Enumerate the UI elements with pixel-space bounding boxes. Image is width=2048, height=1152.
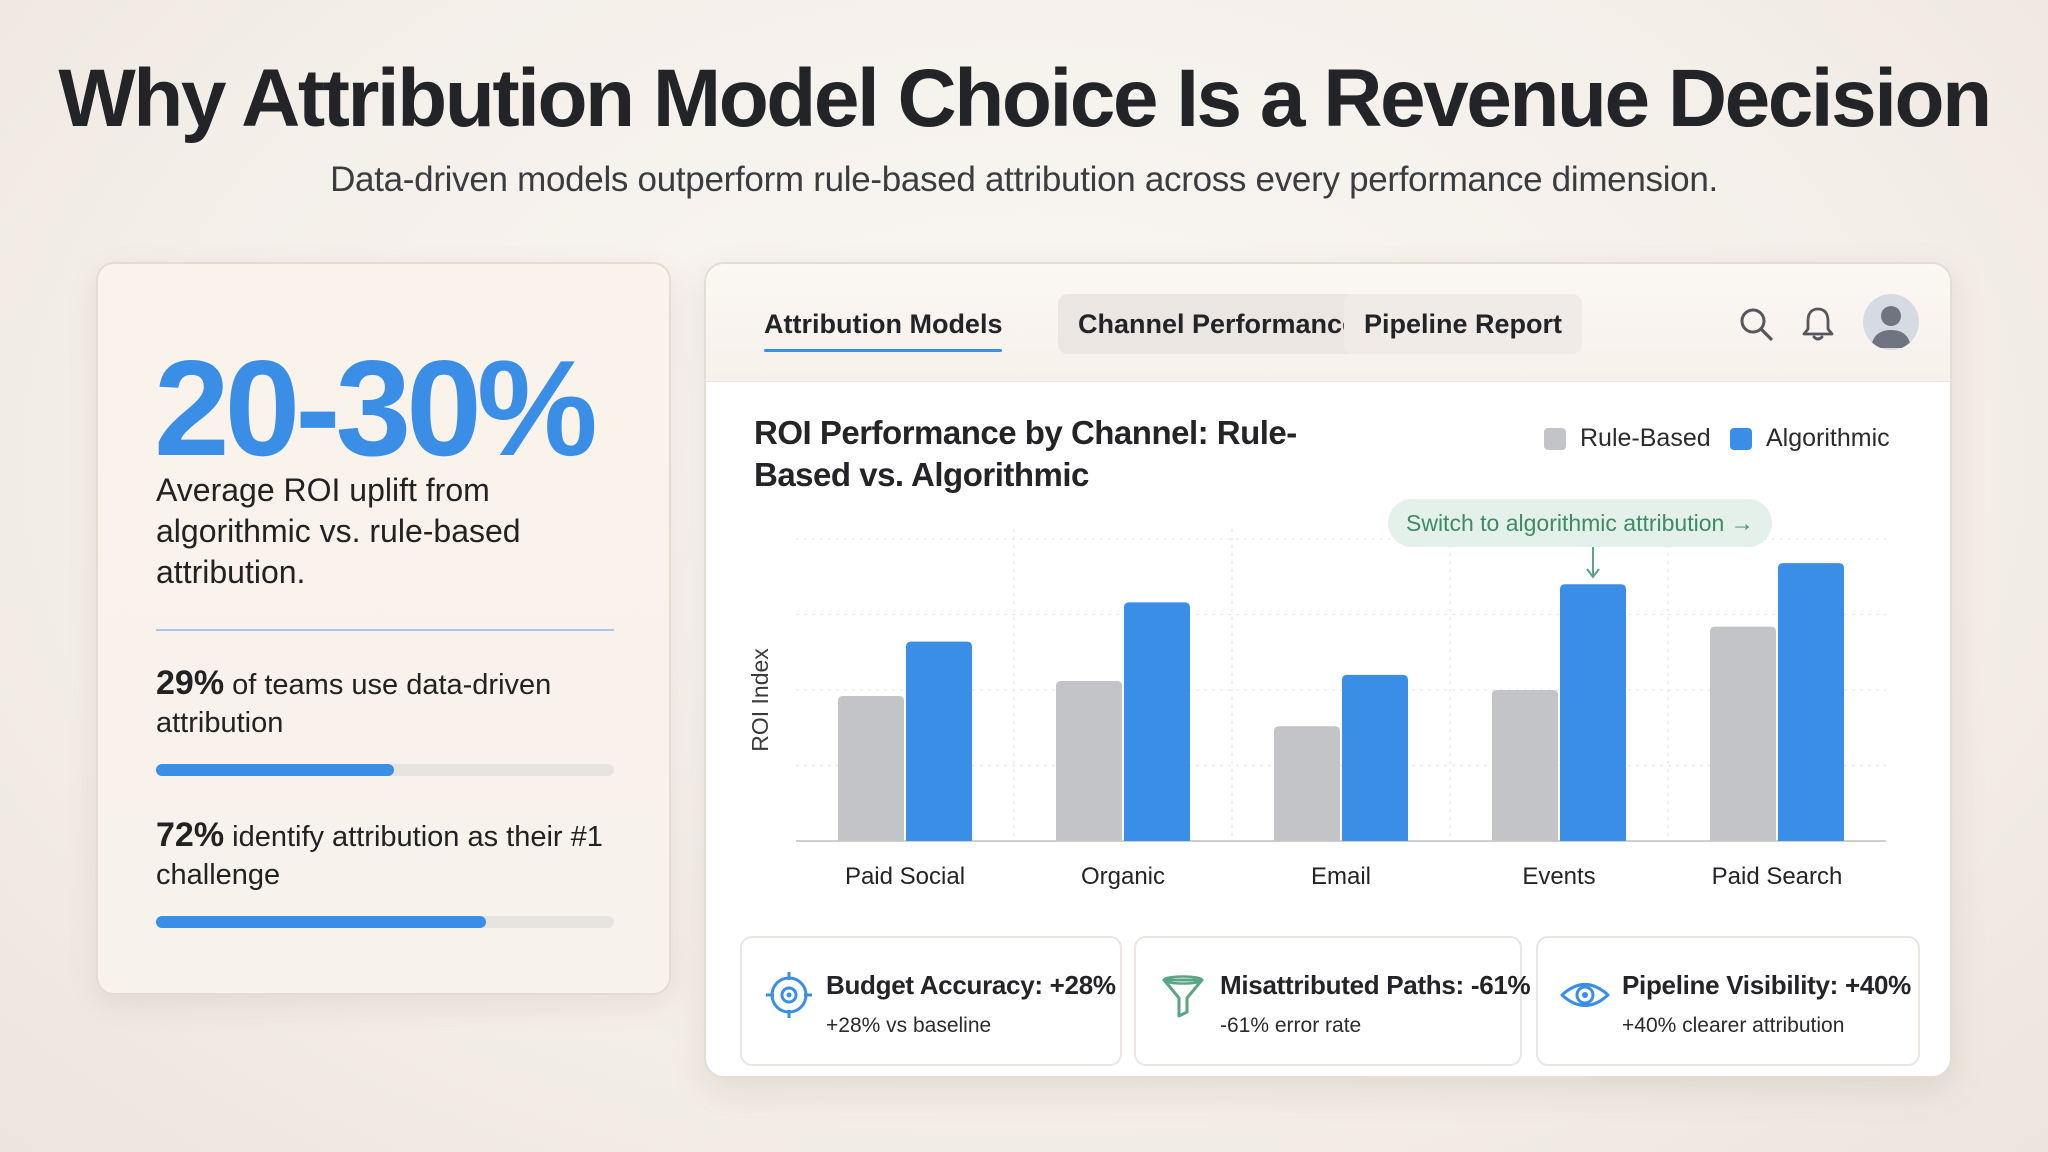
bell-icon[interactable]	[1798, 304, 1838, 344]
stat-percent: 72%	[156, 816, 225, 854]
progress-fill	[156, 916, 486, 928]
bar-algorithmic-organic	[1124, 602, 1190, 841]
metric-pipeline-visibility: Pipeline Visibility: +40% +40% clearer a…	[1536, 936, 1920, 1066]
x-tick-label: Organic	[1081, 863, 1165, 890]
avatar[interactable]	[1863, 294, 1919, 350]
metric-misattributed-paths: Misattributed Paths: -61% -61% error rat…	[1134, 936, 1531, 1066]
bar-algorithmic-paid-search	[1778, 563, 1844, 841]
stat-text: 29% of teams use data-driven attribution	[156, 664, 614, 742]
metric-subtitle: -61% error rate	[1220, 1014, 1362, 1037]
y-axis-label: ROI Index	[747, 648, 773, 752]
tab-attribution-models[interactable]: Attribution Models	[744, 294, 1022, 354]
x-tick-label: Email	[1311, 863, 1371, 890]
x-tick-label: Paid Search	[1712, 863, 1843, 890]
stat-text: 72% identify attribution as their #1 cha…	[156, 816, 614, 894]
stat-top-challenge: 72% identify attribution as their #1 cha…	[156, 816, 614, 928]
chart-title: ROI Performance by Channel: Rule-Based v…	[754, 414, 1297, 493]
bar-algorithmic-email	[1342, 674, 1408, 841]
big-stat-description: Average ROI uplift from algorithmic vs. …	[156, 472, 521, 590]
progress-track	[156, 764, 614, 776]
roi-bar-chart: ROI Index Paid Social Organic Email Events Pa…	[747, 529, 1886, 890]
annotation-arrowhead	[1586, 568, 1600, 579]
metric-title: Misattributed Paths: -61%	[1220, 970, 1531, 1000]
progress-fill	[156, 764, 395, 776]
legend-algorithmic: Algorithmic	[1730, 424, 1890, 453]
bar-algorithmic-paid-social	[906, 641, 972, 841]
switch-to-algorithmic-button[interactable]: Switch to algorithmic attribution →	[1388, 499, 1772, 547]
stat-data-driven: 29% of teams use data-driven attribution	[156, 664, 614, 776]
bar-rule-based-organic	[1056, 680, 1122, 841]
active-tab-underline	[764, 349, 1003, 352]
divider	[156, 629, 614, 631]
legend-swatch	[1544, 427, 1566, 450]
page-title: Why Attribution Model Choice Is a Revenu…	[58, 53, 1992, 144]
progress-track	[156, 916, 614, 928]
stat-percent: 29%	[156, 664, 225, 702]
eye-icon	[1560, 983, 1610, 1007]
legend-rule-based: Rule-Based	[1544, 424, 1711, 453]
funnel-icon	[1162, 975, 1204, 1018]
stat-description: identify attribution as their #1 challen…	[156, 821, 603, 891]
x-tick-label: Events	[1522, 863, 1595, 890]
bar-rule-based-events	[1492, 690, 1558, 841]
user-avatar-icon	[1871, 306, 1911, 348]
page-subtitle: Data-driven models outperform rule-based…	[330, 160, 1718, 199]
metric-budget-accuracy: Budget Accuracy: +28% +28% vs baseline	[740, 936, 1122, 1066]
tab-label: Pipeline Report	[1364, 309, 1563, 339]
bar-rule-based-paid-social	[838, 696, 904, 841]
x-tick-label: Paid Social	[845, 863, 965, 890]
metric-title: Budget Accuracy: +28%	[826, 970, 1116, 1000]
legend-label: Rule-Based	[1580, 424, 1711, 452]
bar-algorithmic-events	[1560, 584, 1626, 841]
roi-uplift-card: 20-30% Average ROI uplift from algorithm…	[96, 262, 671, 995]
dashboard-panel: Attribution Models Channel Performance P…	[704, 262, 1952, 1078]
bar-rule-based-paid-search	[1710, 626, 1776, 841]
search-icon[interactable]	[1736, 304, 1776, 344]
metric-subtitle: +28% vs baseline	[826, 1014, 992, 1037]
tab-label: Channel Performance	[1078, 309, 1358, 339]
tab-channel-performance[interactable]: Channel Performance	[1058, 294, 1378, 354]
tab-label: Attribution Models	[764, 309, 1003, 339]
big-stat-value: 20-30%	[154, 332, 598, 484]
metric-subtitle: +40% clearer attribution	[1622, 1014, 1845, 1037]
metric-title: Pipeline Visibility: +40%	[1622, 970, 1911, 1000]
target-icon	[766, 972, 812, 1018]
tab-pipeline-report[interactable]: Pipeline Report	[1344, 294, 1583, 354]
stat-description: of teams use data-driven attribution	[156, 669, 552, 739]
bar-rule-based-email	[1274, 726, 1340, 841]
legend-swatch	[1730, 427, 1752, 450]
legend-label: Algorithmic	[1766, 424, 1890, 452]
